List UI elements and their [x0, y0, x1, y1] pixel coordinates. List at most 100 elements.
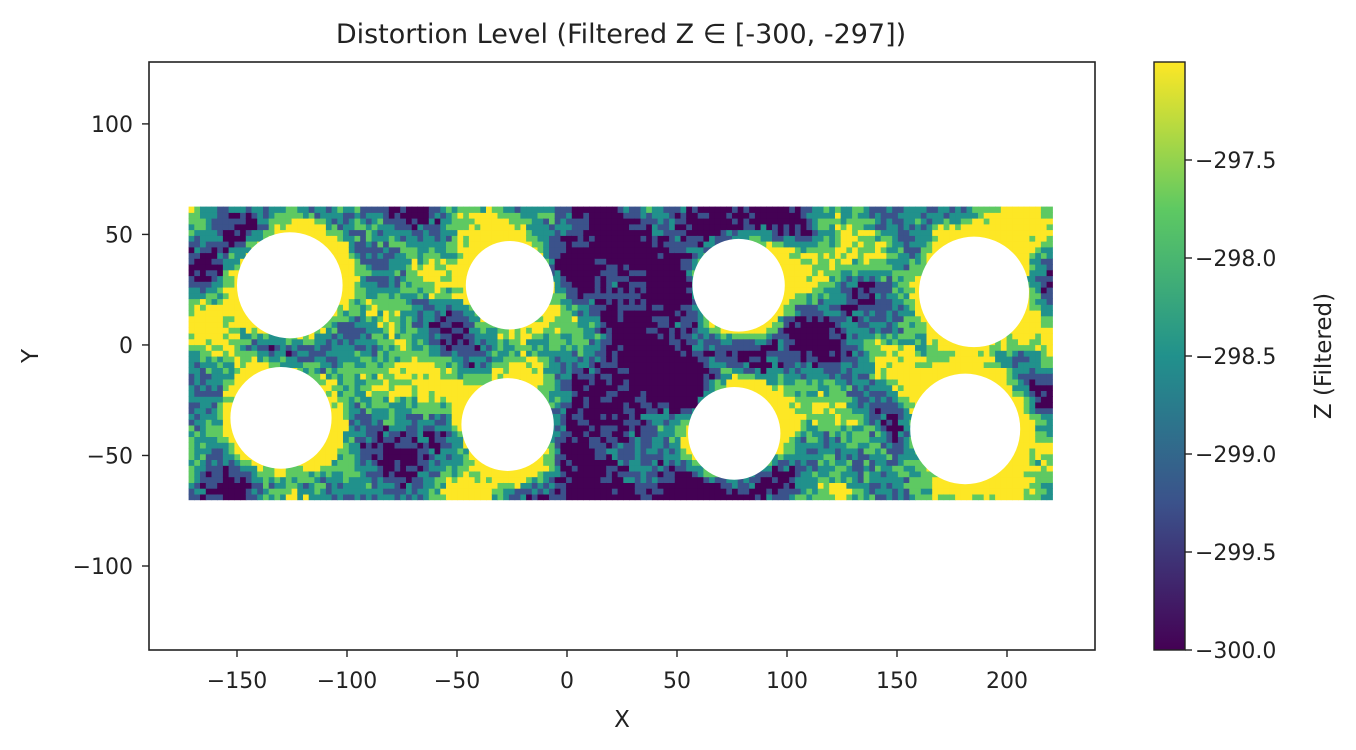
heatmap-cell: [194, 315, 201, 323]
heatmap-cell: [640, 229, 647, 236]
heatmap-cell: [388, 258, 396, 265]
heatmap-cell: [594, 367, 601, 374]
heatmap-cell: [194, 235, 201, 242]
heatmap-cell: [257, 470, 264, 478]
heatmap-cell: [617, 315, 624, 323]
heatmap-cell: [526, 327, 533, 334]
heatmap-cell: [188, 258, 195, 265]
heatmap-cell: [623, 281, 630, 288]
heatmap-cell: [611, 482, 619, 489]
heatmap-cell: [423, 488, 430, 495]
heatmap-cell: [640, 344, 647, 351]
heatmap-cell: [343, 482, 350, 489]
heatmap-cell: [348, 246, 356, 254]
heatmap-cell: [663, 396, 670, 403]
heatmap-cell: [440, 246, 447, 254]
heatmap-cell: [629, 229, 636, 236]
heatmap-cell: [371, 407, 378, 414]
heatmap-cell: [732, 344, 739, 351]
heatmap-cell: [468, 241, 476, 248]
heatmap-cell: [217, 304, 224, 311]
heatmap-cell: [188, 241, 195, 248]
heatmap-cell: [583, 402, 590, 409]
heatmap-cell: [554, 252, 561, 259]
heatmap-cell: [297, 493, 304, 501]
heatmap-cell: [308, 367, 315, 374]
heatmap-cell: [423, 241, 430, 248]
heatmap-cell: [285, 218, 293, 225]
heatmap-cell: [606, 442, 613, 449]
heatmap-cell: [623, 384, 630, 391]
heatmap-cell: [531, 493, 539, 501]
heatmap-cell: [480, 482, 487, 489]
heatmap-cell: [611, 327, 619, 334]
heatmap-cell: [205, 321, 213, 328]
heatmap-cell: [200, 453, 207, 460]
heatmap-cell: [577, 453, 584, 460]
heatmap-cell: [343, 327, 350, 334]
heatmap-cell: [348, 235, 356, 242]
heatmap-cell: [205, 425, 213, 432]
heatmap-cell: [617, 356, 624, 363]
heatmap-cell: [526, 223, 533, 231]
heatmap-cell: [674, 269, 682, 277]
heatmap-cell: [451, 448, 458, 455]
heatmap-cell: [228, 292, 235, 300]
heatmap-cell: [331, 218, 338, 225]
heatmap-cell: [692, 264, 699, 271]
heatmap-cell: [440, 269, 447, 277]
heatmap-cell: [200, 333, 207, 340]
heatmap-cell: [423, 315, 430, 323]
heatmap-cell: [371, 350, 378, 357]
heatmap-cell: [314, 212, 321, 219]
heatmap-cell: [297, 476, 304, 483]
heatmap-cell: [543, 367, 550, 374]
heatmap-cell: [423, 419, 430, 426]
heatmap-cell: [423, 402, 430, 409]
heatmap-cell: [423, 350, 430, 357]
heatmap-cell: [205, 396, 213, 403]
heatmap-cell: [371, 275, 378, 282]
heatmap-cell: [686, 470, 693, 478]
heatmap-cell: [577, 425, 584, 432]
heatmap-cell: [623, 310, 630, 317]
heatmap-cell: [571, 310, 579, 317]
heatmap-cell: [365, 310, 373, 317]
heatmap-cell: [394, 344, 401, 351]
heatmap-cell: [308, 476, 315, 483]
heatmap-cell: [348, 379, 356, 386]
heatmap-cell: [549, 269, 556, 277]
heatmap-cell: [325, 373, 333, 380]
heatmap-cell: [343, 407, 350, 414]
heatmap-cell: [583, 287, 590, 294]
heatmap-cell: [343, 252, 350, 259]
heatmap-cell: [669, 453, 676, 460]
heatmap-cell: [205, 304, 213, 311]
heatmap-cell: [577, 402, 584, 409]
heatmap-cell: [474, 482, 481, 489]
heatmap-cell: [388, 275, 396, 282]
heatmap-cell: [554, 235, 561, 242]
heatmap-cell: [371, 470, 378, 478]
heatmap-cell: [354, 264, 361, 271]
heatmap-cell: [697, 344, 704, 351]
heatmap-cell: [640, 333, 647, 340]
heatmap-cell: [446, 367, 453, 374]
heatmap-cell: [240, 321, 247, 328]
heatmap-cell: [365, 246, 373, 254]
heatmap-cell: [663, 304, 670, 311]
heatmap-cell: [365, 430, 373, 437]
heatmap-cell: [406, 493, 413, 501]
heatmap-cell: [594, 333, 601, 340]
heatmap-cell: [560, 235, 567, 242]
heatmap-cell: [571, 367, 579, 374]
heatmap-cell: [474, 367, 481, 374]
heatmap-cell: [457, 413, 464, 420]
heatmap-cell: [531, 223, 539, 231]
heatmap-cell: [343, 304, 350, 311]
heatmap-cell: [468, 315, 476, 323]
heatmap-cell: [303, 488, 310, 495]
heatmap-cell: [245, 367, 253, 374]
heatmap-cell: [703, 361, 710, 368]
heatmap-cell: [549, 396, 556, 403]
